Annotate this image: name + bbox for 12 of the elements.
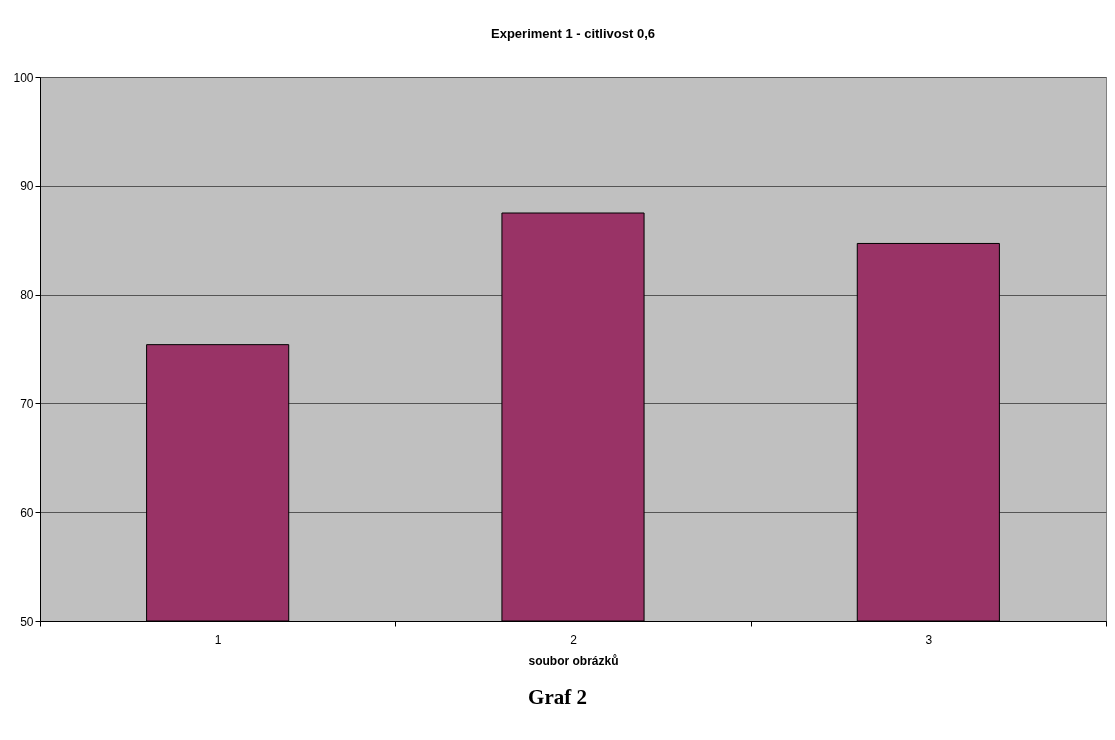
y-tick-label: 90 xyxy=(20,179,34,194)
chart-title: Experiment 1 - citlivost 0,6 xyxy=(490,26,656,41)
x-axis-title: soubor obrázků xyxy=(528,653,619,668)
x-tick-label: 1 xyxy=(214,632,222,647)
x-tick-label: 3 xyxy=(925,632,933,647)
y-tick-label: 50 xyxy=(20,614,34,629)
y-tick-label: 80 xyxy=(20,288,34,303)
y-tick-label: 100 xyxy=(13,70,34,85)
y-tick-label: 70 xyxy=(20,396,34,411)
text: Graf 2 xyxy=(527,685,588,710)
x-tick-label: 2 xyxy=(570,632,578,647)
y-tick-label: 60 xyxy=(20,505,34,520)
